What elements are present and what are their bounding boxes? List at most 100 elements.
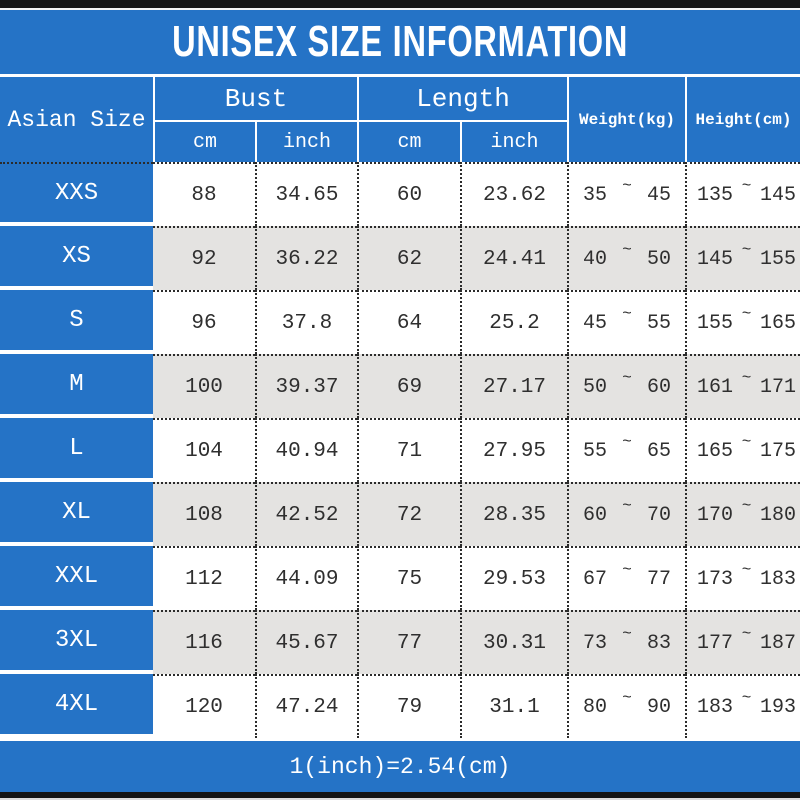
weight-range-cell: 35 ~ 45 bbox=[567, 162, 685, 226]
bottom-border-bar bbox=[0, 792, 800, 800]
height-max-value: 171 bbox=[759, 375, 796, 399]
tilde-separator: ~ bbox=[622, 689, 632, 707]
height-range-cell: 177 ~ 187 bbox=[685, 610, 800, 674]
bust-cm-cell: 88 bbox=[153, 162, 255, 226]
bust-cm-cell: 100 bbox=[153, 354, 255, 418]
weight-min-value: 50 bbox=[583, 375, 608, 399]
weight-max-value: 60 bbox=[646, 375, 671, 399]
bust-cm-cell: 112 bbox=[153, 546, 255, 610]
height-column-header: Height(cm) bbox=[685, 77, 800, 162]
bust-inch-subheader: inch bbox=[255, 120, 357, 162]
size-cell: XS bbox=[0, 226, 153, 290]
height-max-value: 145 bbox=[759, 183, 796, 207]
size-cell: XXL bbox=[0, 546, 153, 610]
length-cm-cell: 71 bbox=[357, 418, 460, 482]
bust-cm-cell: 96 bbox=[153, 290, 255, 354]
height-max-value: 187 bbox=[759, 631, 796, 655]
conversion-note: 1(inch)=2.54(cm) bbox=[0, 738, 800, 792]
tilde-separator: ~ bbox=[741, 625, 752, 643]
height-min-value: 145 bbox=[697, 247, 734, 271]
bust-inch-cell: 45.67 bbox=[255, 610, 357, 674]
weight-range-cell: 40 ~ 50 bbox=[567, 226, 685, 290]
table-header: Asian Size Bust Length Weight(kg) Height… bbox=[0, 77, 800, 162]
bust-cm-subheader: cm bbox=[153, 120, 255, 162]
height-range-cell: 145 ~ 155 bbox=[685, 226, 800, 290]
weight-max-value: 77 bbox=[646, 567, 671, 591]
weight-min-value: 80 bbox=[583, 695, 608, 719]
weight-min-value: 45 bbox=[583, 311, 608, 335]
table-row: XS 92 36.22 62 24.41 40 ~ 50 145 ~ 155 bbox=[0, 226, 800, 290]
length-cm-cell: 64 bbox=[357, 290, 460, 354]
bust-cm-cell: 120 bbox=[153, 674, 255, 738]
length-inch-cell: 25.2 bbox=[460, 290, 567, 354]
height-range-cell: 135 ~ 145 bbox=[685, 162, 800, 226]
height-range-cell: 170 ~ 180 bbox=[685, 482, 800, 546]
conversion-note-text: 1(inch)=2.54(cm) bbox=[289, 753, 511, 780]
weight-range-cell: 60 ~ 70 bbox=[567, 482, 685, 546]
weight-min-value: 40 bbox=[583, 247, 608, 271]
bust-inch-cell: 34.65 bbox=[255, 162, 357, 226]
length-inch-cell: 27.17 bbox=[460, 354, 567, 418]
length-inch-subheader: inch bbox=[460, 120, 567, 162]
length-inch-cell: 30.31 bbox=[460, 610, 567, 674]
bust-inch-cell: 40.94 bbox=[255, 418, 357, 482]
bust-inch-cell: 37.8 bbox=[255, 290, 357, 354]
length-cm-cell: 75 bbox=[357, 546, 460, 610]
length-inch-cell: 29.53 bbox=[460, 546, 567, 610]
size-cell: L bbox=[0, 418, 153, 482]
tilde-separator: ~ bbox=[622, 177, 632, 195]
height-min-value: 161 bbox=[697, 375, 734, 399]
table-row: XXS 88 34.65 60 23.62 35 ~ 45 135 ~ 145 bbox=[0, 162, 800, 226]
table-row: 4XL 120 47.24 79 31.1 80 ~ 90 183 ~ 193 bbox=[0, 674, 800, 738]
weight-range-cell: 50 ~ 60 bbox=[567, 354, 685, 418]
size-cell: M bbox=[0, 354, 153, 418]
weight-column-header: Weight(kg) bbox=[567, 77, 685, 162]
height-range-cell: 155 ~ 165 bbox=[685, 290, 800, 354]
length-cm-cell: 60 bbox=[357, 162, 460, 226]
tilde-separator: ~ bbox=[741, 689, 752, 707]
tilde-separator: ~ bbox=[622, 625, 632, 643]
length-inch-cell: 23.62 bbox=[460, 162, 567, 226]
length-cm-subheader: cm bbox=[357, 120, 460, 162]
height-range-cell: 165 ~ 175 bbox=[685, 418, 800, 482]
height-max-value: 155 bbox=[759, 247, 796, 271]
size-cell: XXS bbox=[0, 162, 153, 226]
bust-cm-cell: 108 bbox=[153, 482, 255, 546]
height-max-value: 180 bbox=[759, 503, 796, 527]
bust-cm-cell: 116 bbox=[153, 610, 255, 674]
tilde-separator: ~ bbox=[741, 177, 752, 195]
tilde-separator: ~ bbox=[622, 369, 632, 387]
bust-column-header: Bust bbox=[153, 77, 357, 120]
bust-inch-cell: 36.22 bbox=[255, 226, 357, 290]
height-min-value: 155 bbox=[697, 311, 734, 335]
top-border-bar bbox=[0, 0, 800, 10]
weight-max-value: 83 bbox=[646, 631, 671, 655]
height-max-value: 193 bbox=[759, 695, 796, 719]
size-cell: 4XL bbox=[0, 674, 153, 738]
bust-cm-cell: 104 bbox=[153, 418, 255, 482]
tilde-separator: ~ bbox=[741, 305, 752, 323]
length-inch-cell: 24.41 bbox=[460, 226, 567, 290]
height-range-cell: 183 ~ 193 bbox=[685, 674, 800, 738]
height-max-value: 165 bbox=[759, 311, 796, 335]
tilde-separator: ~ bbox=[741, 241, 752, 259]
height-min-value: 183 bbox=[697, 695, 734, 719]
height-range-cell: 161 ~ 171 bbox=[685, 354, 800, 418]
table-row: M 100 39.37 69 27.17 50 ~ 60 161 ~ 171 bbox=[0, 354, 800, 418]
weight-max-value: 65 bbox=[646, 439, 671, 463]
weight-max-value: 50 bbox=[646, 247, 671, 271]
height-min-value: 165 bbox=[697, 439, 734, 463]
tilde-separator: ~ bbox=[741, 497, 752, 515]
tilde-separator: ~ bbox=[741, 561, 752, 579]
height-min-value: 135 bbox=[697, 183, 734, 207]
weight-max-value: 45 bbox=[646, 183, 671, 207]
height-min-value: 173 bbox=[697, 567, 734, 591]
length-inch-cell: 27.95 bbox=[460, 418, 567, 482]
bust-cm-cell: 92 bbox=[153, 226, 255, 290]
size-table-body: XXS 88 34.65 60 23.62 35 ~ 45 135 ~ 145 … bbox=[0, 162, 800, 738]
height-range-cell: 173 ~ 183 bbox=[685, 546, 800, 610]
size-cell: S bbox=[0, 290, 153, 354]
weight-max-value: 70 bbox=[646, 503, 671, 527]
weight-min-value: 60 bbox=[583, 503, 608, 527]
